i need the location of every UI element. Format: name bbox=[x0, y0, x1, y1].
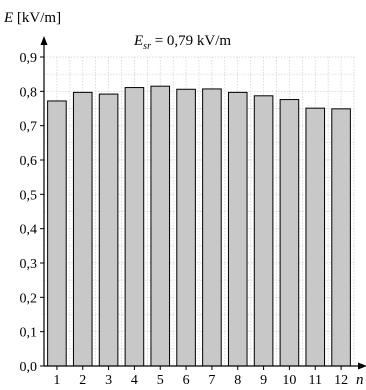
x-axis-label: n bbox=[356, 372, 364, 388]
y-tick-label: 0,2 bbox=[20, 291, 38, 306]
y-tick-label: 0,9 bbox=[20, 51, 38, 66]
bar-series bbox=[47, 85, 351, 367]
x-tick-label: 4 bbox=[131, 373, 138, 388]
bar-2 bbox=[72, 91, 93, 367]
x-tick-label: 1 bbox=[53, 373, 60, 388]
y-axis-arrow bbox=[40, 36, 48, 45]
x-tick-label: 3 bbox=[105, 373, 112, 388]
y-tick-label: 0,0 bbox=[20, 360, 38, 375]
bar-6 bbox=[176, 88, 196, 367]
x-tick-label: 5 bbox=[157, 373, 164, 388]
bar-10 bbox=[279, 99, 300, 367]
x-tick-label: 12 bbox=[334, 373, 348, 388]
y-tick-labels: 0,0 0,1 0,2 0,3 0,4 0,5 0,6 0,7 0,8 0,9 bbox=[20, 51, 38, 375]
bar-11 bbox=[305, 107, 326, 367]
x-tick-label: 9 bbox=[260, 373, 267, 388]
bar-3 bbox=[98, 93, 119, 367]
x-tick-labels: 1 2 3 4 5 6 7 8 9 10 11 12 bbox=[53, 373, 348, 388]
axes bbox=[40, 36, 366, 370]
x-tick-label: 7 bbox=[208, 373, 215, 388]
bar-7 bbox=[202, 88, 222, 367]
x-tick-label: 8 bbox=[234, 373, 241, 388]
bar-5 bbox=[150, 85, 171, 367]
bar-8 bbox=[227, 91, 248, 367]
y-tick-label: 0,7 bbox=[20, 120, 38, 135]
bar-9 bbox=[253, 95, 274, 367]
y-tick-label: 0,1 bbox=[20, 326, 38, 341]
x-tick-label: 6 bbox=[183, 373, 190, 388]
x-tick-label: 10 bbox=[282, 373, 296, 388]
y-axis-label: E [kV/m] bbox=[3, 10, 61, 26]
y-tick-label: 0,6 bbox=[20, 154, 38, 169]
y-tick-label: 0,4 bbox=[20, 223, 38, 238]
x-tick-label: 2 bbox=[79, 373, 86, 388]
bar-4 bbox=[124, 87, 145, 367]
y-tick-label: 0,5 bbox=[20, 188, 38, 203]
y-tick-label: 0,8 bbox=[20, 85, 38, 100]
bar-12 bbox=[331, 108, 351, 367]
mean-annotation: Esr = 0,79 kV/m bbox=[133, 33, 231, 52]
bar-1 bbox=[47, 100, 67, 367]
x-axis-arrow bbox=[358, 362, 366, 370]
x-tick-label: 11 bbox=[309, 373, 322, 388]
y-tick-label: 0,3 bbox=[20, 257, 38, 272]
